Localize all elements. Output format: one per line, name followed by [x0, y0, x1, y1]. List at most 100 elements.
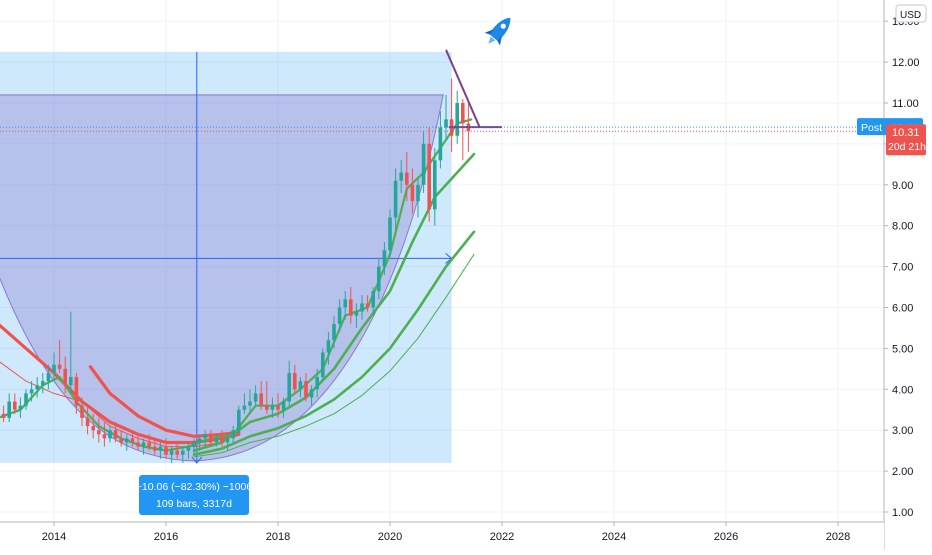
candle[interactable]	[399, 160, 403, 193]
candle[interactable]	[57, 340, 62, 373]
candle[interactable]	[169, 446, 174, 463]
candle[interactable]	[147, 434, 151, 451]
candle[interactable]	[360, 295, 364, 320]
candle[interactable]	[388, 209, 392, 259]
candle[interactable]	[69, 311, 73, 394]
candle[interactable]	[85, 405, 90, 435]
candle[interactable]	[7, 393, 11, 423]
candle[interactable]	[393, 168, 398, 230]
candle[interactable]	[461, 98, 465, 161]
candle[interactable]	[231, 426, 235, 443]
candle[interactable]	[119, 430, 123, 447]
candle[interactable]	[35, 377, 39, 398]
candle[interactable]	[382, 242, 387, 275]
candle[interactable]	[276, 393, 280, 418]
candle[interactable]	[298, 377, 303, 398]
candle[interactable]	[321, 348, 325, 382]
price-tick-label: 1.00	[892, 507, 913, 519]
last-price-badge[interactable]	[886, 124, 926, 156]
candle[interactable]	[242, 393, 247, 414]
candle[interactable]	[433, 147, 437, 226]
candle[interactable]	[293, 364, 297, 394]
candle[interactable]	[52, 352, 56, 382]
candle[interactable]	[141, 438, 146, 455]
candle[interactable]	[304, 372, 308, 402]
candle-body	[309, 389, 314, 398]
candle[interactable]	[108, 426, 112, 443]
candle[interactable]	[46, 364, 51, 390]
candle[interactable]	[455, 90, 459, 144]
candle[interactable]	[136, 434, 140, 451]
candle-body	[337, 307, 342, 324]
candle[interactable]	[41, 372, 45, 394]
candle[interactable]	[315, 368, 319, 398]
candle[interactable]	[24, 389, 28, 410]
candle[interactable]	[18, 397, 23, 418]
candle[interactable]	[192, 438, 196, 455]
time-axis[interactable]	[0, 522, 884, 550]
candle[interactable]	[371, 287, 375, 316]
candle[interactable]	[209, 430, 213, 447]
candle[interactable]	[377, 258, 381, 300]
candle[interactable]	[281, 397, 286, 418]
price-axis[interactable]	[884, 0, 932, 550]
candle[interactable]	[438, 111, 443, 169]
candle[interactable]	[91, 413, 95, 439]
candle[interactable]	[410, 168, 415, 214]
currency-badge[interactable]	[895, 4, 927, 23]
candle[interactable]	[1, 405, 6, 423]
candle[interactable]	[343, 291, 347, 320]
candle[interactable]	[13, 393, 17, 414]
candle[interactable]	[427, 127, 431, 222]
candle[interactable]	[125, 434, 129, 451]
candle[interactable]	[214, 434, 219, 447]
candle[interactable]	[354, 303, 359, 328]
candle[interactable]	[220, 430, 224, 447]
candle[interactable]	[416, 176, 420, 218]
candle[interactable]	[181, 446, 185, 463]
candle[interactable]	[253, 385, 258, 406]
candle[interactable]	[365, 295, 370, 312]
candle[interactable]	[326, 332, 331, 365]
candle[interactable]	[63, 356, 67, 394]
candle[interactable]	[265, 381, 269, 414]
candle[interactable]	[287, 360, 291, 406]
candle[interactable]	[248, 389, 252, 414]
candle[interactable]	[270, 397, 275, 418]
candle-body	[315, 377, 319, 390]
candle[interactable]	[225, 434, 230, 451]
candle[interactable]	[203, 430, 207, 447]
candle[interactable]	[237, 405, 241, 435]
candle[interactable]	[197, 434, 202, 451]
pennant-trendline[interactable]	[445, 49, 502, 129]
candle[interactable]	[164, 438, 168, 459]
price-tick-label: 3.00	[892, 425, 913, 437]
candle-body	[343, 299, 347, 308]
measure-tooltip[interactable]	[139, 475, 249, 515]
candle-body	[388, 217, 392, 251]
candle[interactable]	[444, 94, 448, 140]
candle[interactable]	[186, 442, 191, 459]
candle[interactable]	[130, 430, 135, 447]
candle[interactable]	[259, 381, 263, 410]
candle[interactable]	[175, 442, 179, 459]
candle-body	[349, 299, 353, 316]
candle[interactable]	[421, 131, 426, 193]
candle[interactable]	[97, 417, 101, 443]
candle-body	[125, 438, 129, 443]
candle-body	[164, 446, 168, 455]
candle[interactable]	[405, 152, 409, 202]
candle[interactable]	[29, 381, 34, 402]
candle[interactable]	[309, 385, 314, 406]
candle[interactable]	[332, 315, 336, 349]
candle[interactable]	[158, 442, 163, 459]
candle[interactable]	[80, 397, 84, 427]
candle[interactable]	[349, 287, 353, 324]
candle[interactable]	[74, 372, 79, 414]
candle[interactable]	[113, 422, 118, 443]
candle[interactable]	[337, 299, 342, 333]
candle[interactable]	[153, 438, 157, 455]
candle[interactable]	[102, 422, 107, 447]
